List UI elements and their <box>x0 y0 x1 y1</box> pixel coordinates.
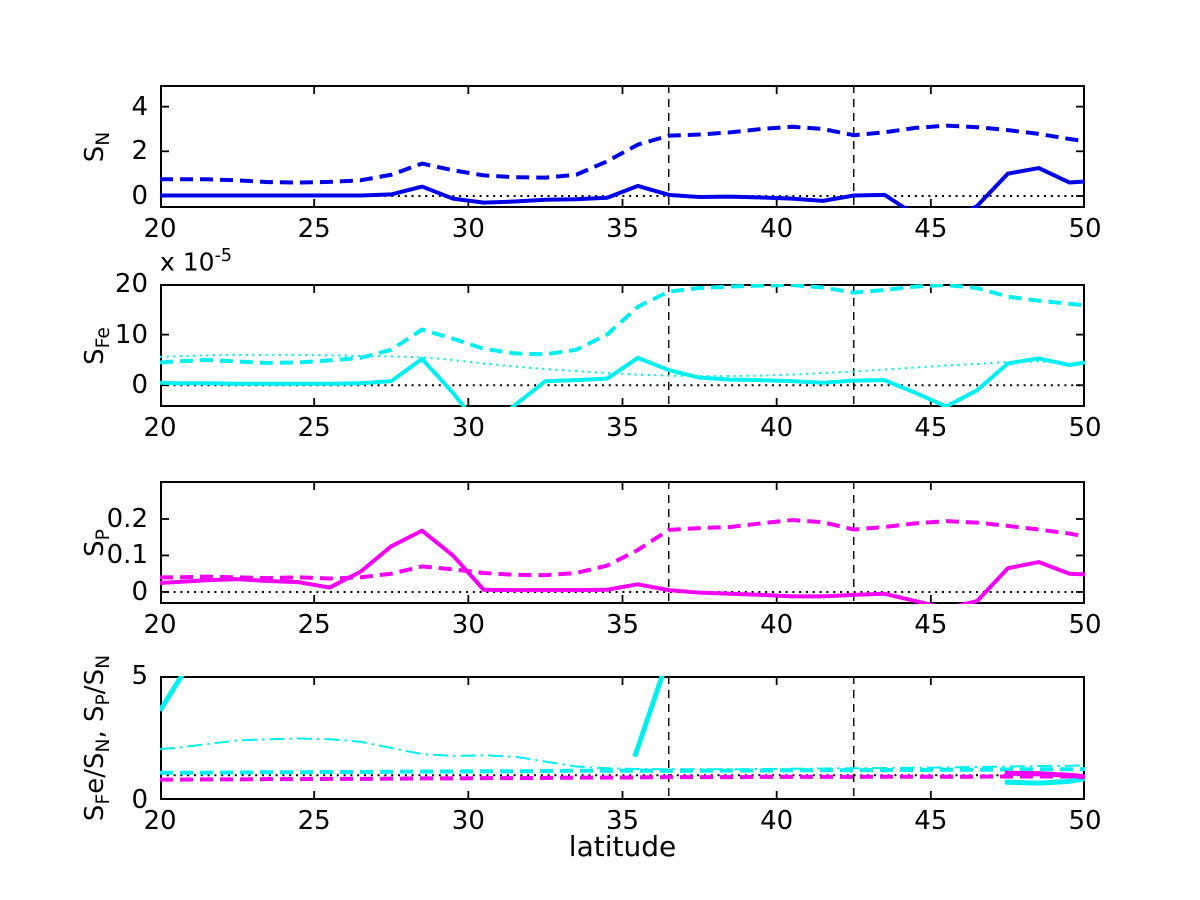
axes-frame <box>160 481 1085 604</box>
axis-multiplier-label: x 10-5 <box>160 246 233 277</box>
series-ratio-p-dashed <box>160 774 1085 782</box>
y-axis-label-s-p: SP <box>79 528 115 557</box>
subplot-s-n <box>160 85 1085 208</box>
y-tick-label: 2 <box>131 136 148 167</box>
x-tick-label: 20 <box>143 214 177 244</box>
x-tick-label: 40 <box>760 413 794 443</box>
y-tick-label: 0 <box>131 370 148 401</box>
series-sp-dashed <box>160 518 1085 581</box>
x-tick-label: 45 <box>914 214 948 244</box>
x-tick-label: 20 <box>143 413 177 443</box>
series-sp-solid <box>160 528 1085 604</box>
tick-marks <box>160 284 1085 407</box>
tick-marks <box>160 676 1085 800</box>
tick-marks <box>160 85 1085 208</box>
x-tick-label: 35 <box>605 610 640 640</box>
x-tick-label: 40 <box>760 806 794 836</box>
y-tick-label: 5 <box>131 661 148 691</box>
series-ratio-fe-solid-c <box>1004 775 1085 786</box>
x-tick-label: 35 <box>605 413 640 443</box>
series-ratio-fe-solid-a <box>160 676 185 713</box>
series-ratio-fe-dashdot <box>160 737 1085 771</box>
series-ratio-p-solid <box>1004 770 1085 780</box>
x-tick-label: 20 <box>143 806 177 836</box>
y-tick-label: 0 <box>131 576 148 607</box>
subplot-s-fe <box>160 284 1085 407</box>
x-tick-label: 40 <box>760 610 794 640</box>
subplot-s-fe-s-n-s-p-s-n <box>160 676 1085 800</box>
x-tick-label: 25 <box>297 610 331 640</box>
y-tick-label: 20 <box>114 269 148 299</box>
y-tick-label: 4 <box>131 91 148 122</box>
x-tick-label: 25 <box>297 806 331 836</box>
series-sn-dashed <box>160 123 1085 185</box>
x-tick-label: 45 <box>914 413 948 443</box>
x-tick-label: 50 <box>1068 214 1102 244</box>
y-axis-label-s-fe-s-n-s-p-s-n: SFe/SN, SP/SN <box>79 654 115 822</box>
y-tick-label: 0.1 <box>106 540 148 571</box>
x-tick-label: 30 <box>451 610 485 640</box>
y-axis-label-s-fe: SFe <box>79 326 115 365</box>
tick-marks <box>160 481 1085 604</box>
series-sn-solid <box>160 166 1085 208</box>
subplot-s-p <box>160 481 1085 604</box>
series-ratio-fe-solid-b <box>632 676 665 758</box>
y-tick-label: 10 <box>114 319 148 350</box>
y-tick-label: 0.2 <box>106 503 148 534</box>
x-tick-label: 35 <box>605 214 640 244</box>
y-tick-label: 0 <box>131 180 148 211</box>
x-tick-label: 25 <box>297 413 331 443</box>
x-tick-label: 30 <box>451 214 485 244</box>
x-tick-label: 45 <box>914 806 948 836</box>
x-tick-label: 50 <box>1068 610 1102 640</box>
x-tick-label: 45 <box>914 610 948 640</box>
series-sfe-solid <box>160 355 1085 407</box>
x-tick-label: 40 <box>760 214 794 244</box>
series-ratio-fe-dashed <box>160 767 1085 775</box>
x-axis-label: latitude <box>568 830 677 863</box>
y-axis-label-s-n: SN <box>79 131 115 162</box>
x-tick-label: 50 <box>1068 806 1102 836</box>
x-tick-label: 30 <box>451 413 485 443</box>
series-sfe-dashed <box>160 284 1085 365</box>
series-sfe-dotted <box>160 353 1085 378</box>
x-tick-label: 25 <box>297 214 331 244</box>
axes-frame <box>160 85 1085 208</box>
x-tick-label: 50 <box>1068 413 1102 443</box>
x-tick-label: 35 <box>605 806 640 836</box>
axes-frame <box>160 284 1085 407</box>
x-tick-label: 30 <box>451 806 485 836</box>
x-tick-label: 20 <box>143 610 177 640</box>
y-tick-label: 0 <box>131 785 148 815</box>
